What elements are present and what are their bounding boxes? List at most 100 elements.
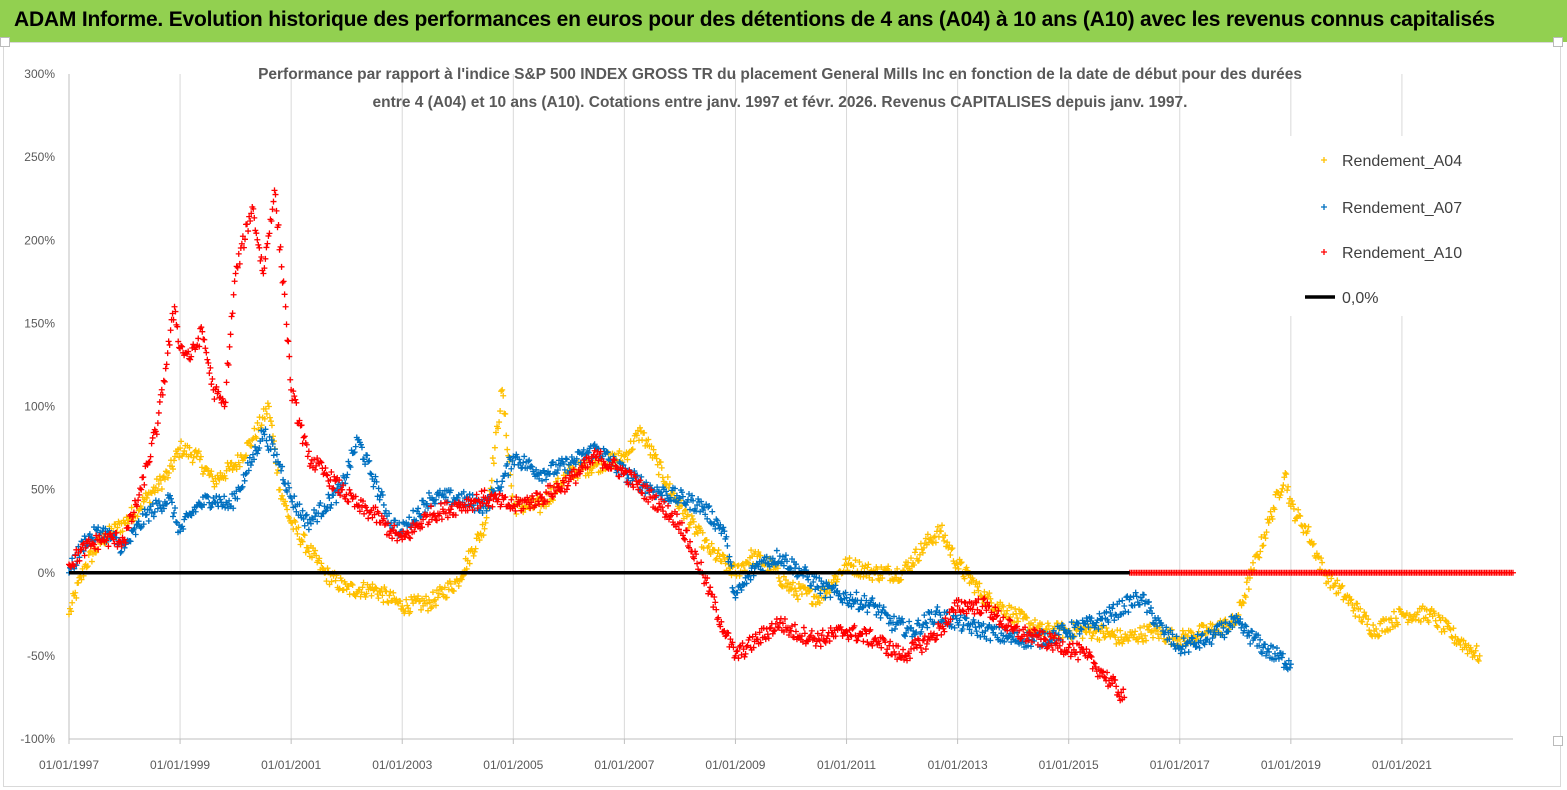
data-point bbox=[294, 530, 301, 537]
data-point bbox=[92, 545, 99, 552]
data-point bbox=[381, 584, 388, 591]
data-point bbox=[1211, 627, 1218, 634]
data-point bbox=[906, 650, 913, 657]
data-point bbox=[442, 494, 449, 501]
data-point bbox=[206, 370, 213, 377]
data-point bbox=[1191, 640, 1198, 647]
data-point bbox=[480, 494, 487, 501]
data-point bbox=[1159, 622, 1166, 629]
data-point bbox=[153, 476, 160, 483]
data-point bbox=[134, 503, 141, 510]
data-point bbox=[1193, 643, 1200, 650]
data-point bbox=[934, 604, 941, 611]
data-point bbox=[312, 466, 319, 473]
data-point bbox=[534, 490, 541, 497]
y-tick-label: 150% bbox=[24, 316, 55, 330]
data-point bbox=[333, 499, 340, 506]
legend-box bbox=[1280, 136, 1495, 316]
data-point bbox=[616, 448, 623, 455]
data-point bbox=[1425, 619, 1432, 626]
data-point bbox=[869, 642, 876, 649]
data-point bbox=[1273, 645, 1280, 652]
y-tick-label: 0% bbox=[38, 566, 56, 580]
data-point bbox=[386, 510, 393, 517]
data-point bbox=[648, 443, 655, 450]
data-point bbox=[1246, 574, 1253, 581]
resize-handle-right[interactable] bbox=[1553, 736, 1563, 746]
data-point bbox=[1282, 470, 1289, 476]
data-point bbox=[137, 485, 144, 492]
data-point bbox=[410, 507, 417, 514]
data-point bbox=[1096, 610, 1103, 617]
resize-handle-top-right[interactable] bbox=[1553, 37, 1563, 47]
data-point bbox=[854, 637, 861, 644]
data-point bbox=[372, 473, 379, 480]
data-point bbox=[304, 453, 311, 460]
data-point bbox=[938, 631, 945, 638]
data-point bbox=[782, 552, 789, 559]
data-point bbox=[832, 633, 839, 640]
data-point bbox=[798, 633, 805, 640]
data-point bbox=[528, 499, 535, 506]
data-point bbox=[1010, 611, 1017, 618]
data-point bbox=[827, 594, 834, 601]
data-point bbox=[1137, 624, 1144, 631]
data-point bbox=[544, 498, 551, 505]
data-point bbox=[681, 536, 688, 543]
data-point bbox=[644, 483, 651, 490]
data-point bbox=[386, 592, 393, 599]
data-point bbox=[447, 580, 454, 587]
data-point bbox=[633, 432, 640, 439]
data-point bbox=[876, 640, 883, 647]
data-point bbox=[479, 509, 486, 516]
data-point bbox=[505, 472, 512, 479]
data-point bbox=[1277, 492, 1284, 499]
data-point bbox=[1199, 630, 1206, 637]
data-point bbox=[893, 574, 900, 581]
data-point bbox=[170, 513, 177, 520]
data-point bbox=[753, 636, 760, 643]
data-point bbox=[176, 454, 183, 461]
data-point bbox=[149, 434, 156, 441]
data-point bbox=[217, 469, 224, 476]
data-point bbox=[895, 643, 902, 650]
data-point bbox=[973, 599, 980, 606]
data-point bbox=[1200, 640, 1207, 647]
data-point bbox=[1169, 631, 1176, 638]
data-point bbox=[1260, 542, 1267, 549]
data-point bbox=[706, 503, 713, 510]
data-point bbox=[832, 582, 839, 589]
resize-handle-top-left[interactable] bbox=[0, 37, 10, 47]
data-point bbox=[705, 504, 712, 511]
data-point bbox=[405, 605, 412, 612]
data-point bbox=[1030, 626, 1037, 633]
data-point bbox=[740, 646, 747, 653]
data-point bbox=[778, 558, 785, 565]
data-point bbox=[581, 460, 588, 467]
data-point bbox=[420, 516, 427, 523]
data-point bbox=[141, 481, 148, 488]
data-point bbox=[276, 461, 283, 468]
data-point bbox=[597, 448, 604, 455]
data-point bbox=[161, 378, 168, 385]
data-point bbox=[155, 409, 162, 416]
data-point bbox=[1442, 617, 1449, 624]
data-point bbox=[876, 602, 883, 609]
data-point bbox=[923, 640, 930, 647]
data-point bbox=[473, 491, 480, 498]
data-point bbox=[1297, 513, 1304, 520]
data-point bbox=[1092, 664, 1099, 671]
data-point bbox=[861, 625, 868, 632]
data-point bbox=[908, 624, 915, 631]
data-point bbox=[154, 420, 161, 427]
data-point bbox=[1175, 645, 1182, 652]
data-point bbox=[1370, 622, 1377, 629]
data-point bbox=[643, 479, 650, 486]
legend-label: Rendement_A10 bbox=[1342, 245, 1462, 262]
data-point bbox=[86, 549, 93, 556]
data-point bbox=[261, 415, 268, 422]
data-point bbox=[1431, 610, 1438, 617]
data-point bbox=[368, 592, 375, 599]
y-tick-label: -50% bbox=[27, 649, 55, 663]
x-tick-label: 01/01/2015 bbox=[1039, 758, 1099, 772]
